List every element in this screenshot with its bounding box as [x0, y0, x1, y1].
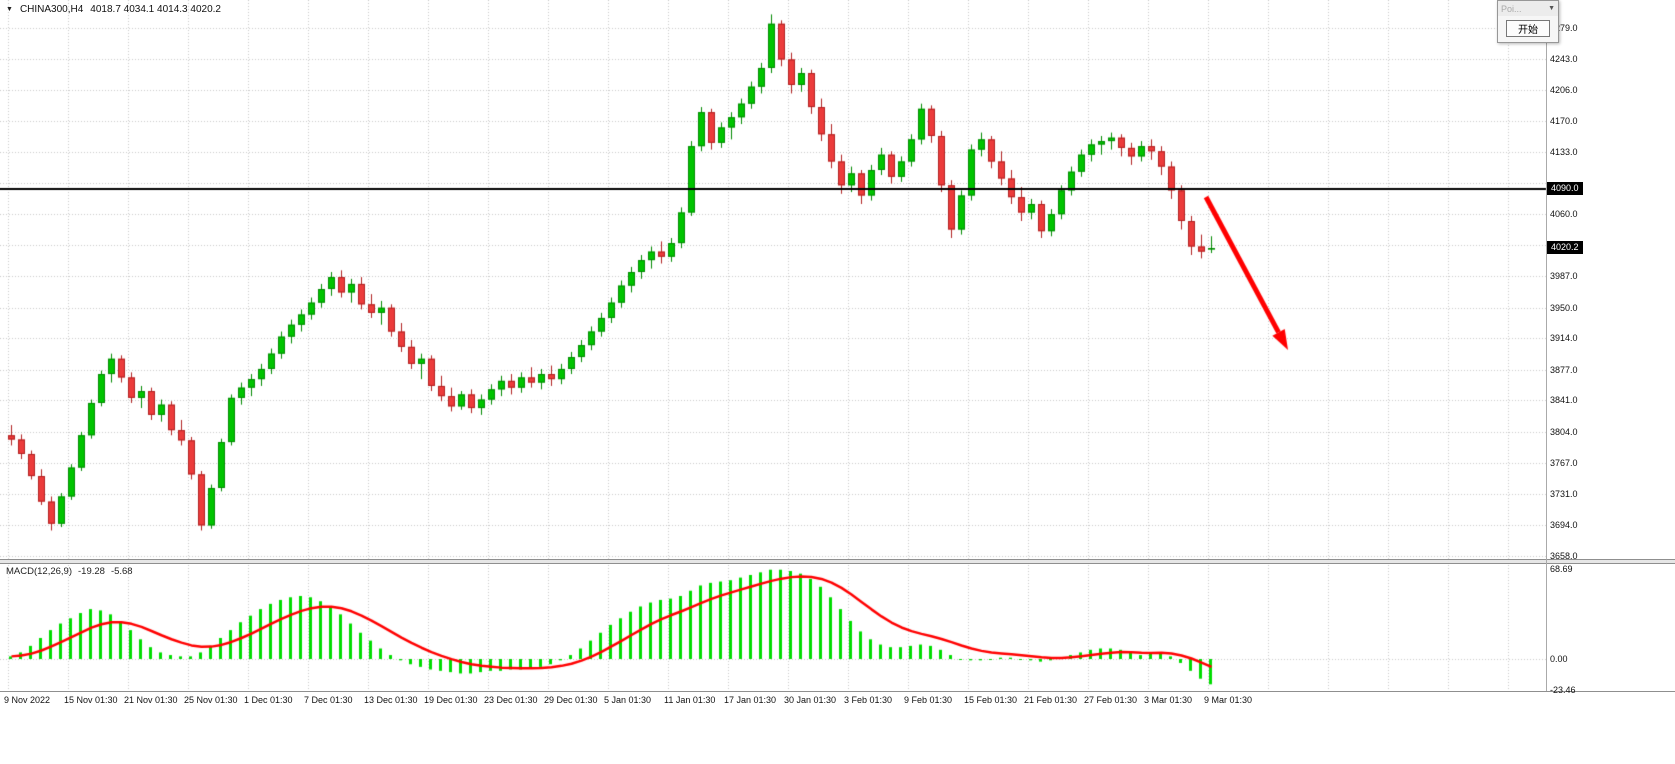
time-axis-label: 30 Jan 01:30	[784, 695, 837, 705]
pane-separator[interactable]	[0, 559, 1675, 564]
time-axis-label: 29 Dec 01:30	[544, 695, 598, 705]
symbol-dropdown-icon: ▼	[6, 5, 13, 13]
time-axis-label: 7 Dec 01:30	[304, 695, 353, 705]
time-axis-label: 9 Feb 01:30	[904, 695, 953, 705]
time-axis-label: 17 Jan 01:30	[724, 695, 777, 705]
macd-indicator-label: MACD(12,26,9) -19.28 -5.68	[6, 566, 133, 577]
ohlc-values: 4018.7 4034.1 4014.3 4020.2	[90, 4, 221, 15]
popup-dropdown-icon[interactable]: ▼	[1548, 5, 1555, 12]
popup-title-bar[interactable]: Poi... ▼	[1498, 1, 1558, 16]
macd-name: MACD(12,26,9)	[6, 566, 72, 577]
time-axis-label: 13 Dec 01:30	[364, 695, 418, 705]
popup-title-text: Poi...	[1501, 3, 1522, 14]
time-axis-label: 19 Dec 01:30	[424, 695, 478, 705]
start-button[interactable]: 开始	[1506, 20, 1550, 37]
time-axis-label: 9 Mar 01:30	[1204, 695, 1253, 705]
time-axis-label: 23 Dec 01:30	[484, 695, 538, 705]
macd-main-value: -19.28	[78, 566, 105, 577]
time-axis-label: 21 Feb 01:30	[1024, 695, 1078, 705]
popup-window: Poi... ▼ 开始	[1497, 0, 1559, 43]
time-axis-label: 25 Nov 01:30	[184, 695, 238, 705]
time-axis-label: 9 Nov 2022	[4, 695, 51, 705]
time-axis-label: 11 Jan 01:30	[664, 695, 716, 705]
macd-signal-value: -5.68	[110, 566, 133, 577]
time-axis-label: 5 Jan 01:30	[604, 695, 652, 705]
symbol-timeframe-label: CHINA300,H4	[19, 4, 84, 15]
price-axis-separator	[1546, 0, 1547, 691]
chart-info-line: ▼ CHINA300,H4 4018.7 4034.1 4014.3 4020.…	[6, 4, 221, 15]
time-axis-label: 3 Mar 01:30	[1144, 695, 1193, 705]
time-scale[interactable]: 9 Nov 2022 15 Nov 01:30 21 Nov 01:30 25 Nov…	[0, 695, 1675, 711]
time-axis-label: 15 Nov 01:30	[64, 695, 118, 705]
timeaxis-separator	[0, 691, 1675, 692]
time-axis-label: 21 Nov 01:30	[124, 695, 178, 705]
time-axis-label: 3 Feb 01:30	[844, 695, 893, 705]
time-axis-label: 1 Dec 01:30	[244, 695, 293, 705]
time-axis-label: 15 Feb 01:30	[964, 695, 1018, 705]
time-axis-label: 27 Feb 01:30	[1084, 695, 1138, 705]
